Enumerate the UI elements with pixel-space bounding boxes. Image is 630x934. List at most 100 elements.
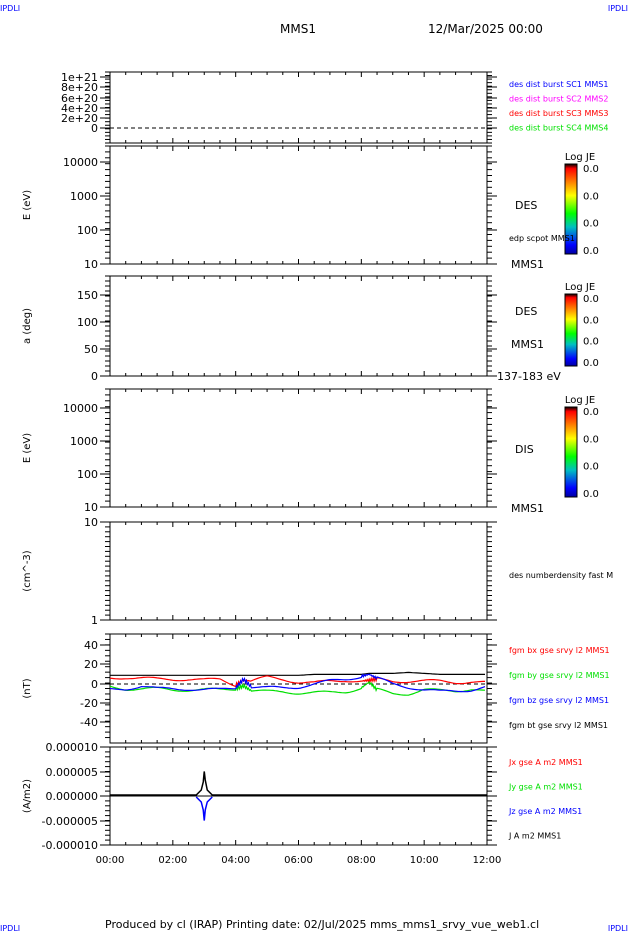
y-tick-label: 10000 [63, 402, 98, 415]
x-tick-label: 06:00 [284, 855, 313, 866]
colorbar-tick-label: 0.0 [583, 489, 599, 500]
y-tick-label: 0 [91, 370, 98, 383]
y-axis-label: (cm^-3) [22, 550, 33, 591]
y-tick-label: 0 [91, 122, 98, 135]
x-tick-label: 04:00 [221, 855, 250, 866]
y-tick-label: 10 [84, 258, 98, 271]
y-tick-label: 50 [84, 343, 98, 356]
y-tick-label: 20 [84, 658, 98, 671]
corner-label-br: IPDLI [607, 924, 628, 933]
y-tick-label: -0.000010 [42, 839, 98, 852]
legend-entry: des dist burst SC4 MMS4 [509, 124, 608, 133]
series-line-2 [109, 673, 486, 693]
y-axis-label: a (deg) [22, 308, 33, 344]
colorbar-tick-label: 0.0 [583, 462, 599, 473]
y-tick-label: 6e+20 [61, 92, 98, 105]
colorbar-tick-label: 0.0 [583, 358, 599, 369]
series-line-1 [109, 679, 486, 696]
colorbar-tick-label: 0.0 [583, 407, 599, 418]
panel-label: DES [515, 199, 537, 212]
colorbar-tick-label: 0.0 [583, 191, 599, 202]
y-tick-label: 2e+20 [61, 112, 98, 125]
colorbar-title: Log JE [565, 152, 595, 163]
legend-entry: des dist burst SC2 MMS2 [509, 95, 608, 104]
y-tick-label: -20 [80, 697, 98, 710]
legend-entry: fgm bx gse srvy l2 MMS1 [509, 646, 610, 655]
series-line-J [110, 771, 487, 796]
colorbar-tick-label: 0.0 [583, 434, 599, 445]
series-line-3 [110, 671, 485, 676]
colorbar [564, 293, 578, 367]
panel-label: edp scpot MMS1 [509, 234, 575, 243]
panel-label: MMS1 [511, 258, 544, 271]
colorbar [564, 406, 578, 498]
panel-label: DIS [515, 443, 534, 456]
y-tick-label: 100 [77, 224, 98, 237]
x-tick-label: 10:00 [410, 855, 439, 866]
panel-label: 137-183 eV [497, 370, 561, 383]
y-tick-label: 1000 [70, 190, 98, 203]
y-tick-label: 1 [91, 614, 98, 627]
y-tick-label: 100 [77, 316, 98, 329]
legend-entry: des dist burst SC3 MMS3 [509, 109, 608, 118]
y-axis-label: (nT) [22, 678, 33, 698]
legend-entry: des dist burst SC1 MMS1 [509, 80, 608, 89]
y-tick-label: 150 [77, 289, 98, 302]
date-label: 12/Mar/2025 00:00 [428, 22, 543, 36]
y-tick-label: 8e+20 [61, 81, 98, 94]
y-tick-label: 10 [84, 516, 98, 529]
colorbar-tick-label: 0.0 [583, 246, 599, 257]
legend-entry: des numberdensity fast M [509, 571, 613, 580]
colorbar-title: Log JE [565, 395, 595, 406]
legend-entry: Jx gse A m2 MMS1 [508, 758, 583, 767]
colorbar-tick-label: 0.0 [583, 294, 599, 305]
y-tick-label: 0.000010 [46, 741, 99, 754]
colorbar-tick-label: 0.0 [583, 164, 599, 175]
y-axis-label: E (eV) [22, 190, 33, 220]
y-tick-label: 10000 [63, 156, 98, 169]
y-tick-label: 40 [84, 639, 98, 652]
y-axis-label: (A/m2) [22, 779, 33, 813]
y-tick-label: 4e+20 [61, 102, 98, 115]
x-tick-label: 08:00 [347, 855, 376, 866]
y-tick-label: 0.000005 [46, 766, 99, 779]
panel-frame [109, 521, 488, 621]
series-line-0 [109, 675, 485, 688]
panel-label: MMS1 [511, 338, 544, 351]
corner-label-tl: IPDLI [0, 4, 21, 13]
legend-entry: fgm by gse srvy l2 MMS1 [509, 671, 610, 680]
corner-label-tr: IPDLI [607, 4, 628, 13]
colorbar-tick-label: 0.0 [583, 219, 599, 230]
y-tick-label: 0.000000 [46, 790, 99, 803]
colorbar-tick-label: 0.0 [583, 315, 599, 326]
x-tick-label: 02:00 [158, 855, 187, 866]
page-title: MMS1 [280, 22, 316, 36]
colorbar [564, 163, 578, 255]
corner-label-bl: IPDLI [0, 924, 21, 933]
y-tick-label: -40 [80, 716, 98, 729]
y-tick-label: 0 [91, 678, 98, 691]
x-tick-label: 12:00 [473, 855, 502, 866]
y-tick-label: 10 [84, 501, 98, 514]
legend-entry: fgm bz gse srvy l2 MMS1 [509, 696, 609, 705]
panel-frame [109, 275, 488, 377]
panel-label: MMS1 [511, 502, 544, 515]
legend-entry: Jy gse A m2 MMS1 [508, 783, 583, 792]
panel-frame [109, 145, 488, 265]
panel-frame [109, 388, 488, 508]
x-tick-label: 00:00 [96, 855, 125, 866]
panel-label: DES [515, 305, 537, 318]
y-tick-label: -0.000005 [42, 815, 98, 828]
series-line-Jz [195, 796, 213, 821]
y-tick-label: 100 [77, 468, 98, 481]
legend-entry: J A m2 MMS1 [508, 832, 561, 841]
colorbar-title: Log JE [565, 282, 595, 293]
legend-entry: fgm bt gse srvy l2 MMS1 [509, 721, 608, 730]
y-tick-label: 1000 [70, 435, 98, 448]
legend-entry: Jz gse A m2 MMS1 [508, 807, 582, 816]
colorbar-tick-label: 0.0 [583, 337, 599, 348]
y-axis-label: E (eV) [22, 433, 33, 463]
panel-frame [109, 71, 488, 144]
